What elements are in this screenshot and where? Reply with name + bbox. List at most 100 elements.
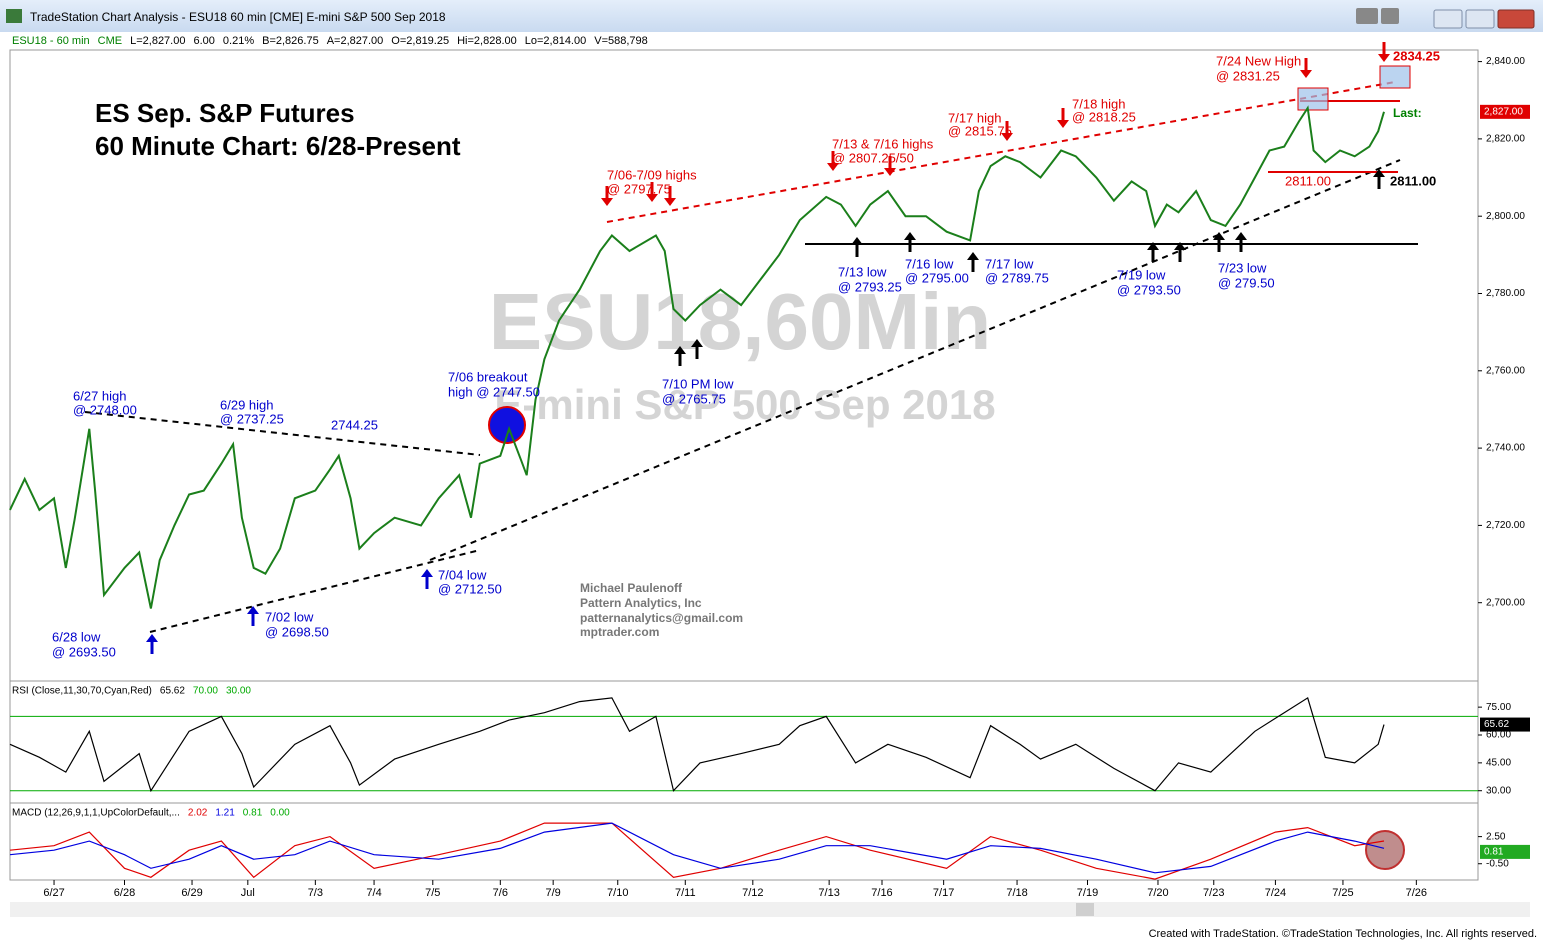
annotation: 7/02 low	[265, 609, 314, 624]
annotation: @ 279.50	[1218, 275, 1275, 290]
arrow-head	[247, 606, 259, 614]
footer: Created with TradeStation. ©TradeStation…	[1149, 928, 1537, 940]
series-line	[9, 105, 1385, 609]
legend-entry: MACD (12,26,9,1,1,UpColorDefault,...	[12, 808, 180, 819]
annotation-arrow	[664, 186, 676, 206]
info-field: B=2,826.75	[262, 35, 319, 47]
annotation: 7/13 low	[838, 264, 887, 279]
info-field: O=2,819.25	[391, 35, 449, 47]
annotation-arrow	[421, 569, 433, 589]
info-field: V=588,798	[594, 35, 648, 47]
annotation: @ 2737.25	[220, 411, 284, 426]
legend-entry: 70.00	[193, 686, 218, 697]
minimize-button[interactable]	[1433, 9, 1463, 29]
x-tick-label: 7/9	[546, 887, 561, 899]
highlight-box	[1379, 65, 1411, 89]
arrow-head	[146, 634, 158, 642]
x-tick-label: 7/4	[366, 887, 381, 899]
annotation: @ 2789.75	[985, 270, 1049, 285]
drawing-tools	[84, 65, 1418, 870]
annotation-arrow	[827, 151, 839, 171]
annotation: mptrader.com	[580, 625, 659, 639]
annotation: 7/23 low	[1218, 260, 1267, 275]
trendline	[429, 159, 1401, 561]
annotation-arrow	[601, 186, 613, 206]
y-tick-label: 75.00	[1486, 702, 1511, 713]
close-button[interactable]	[1497, 9, 1535, 29]
annotation: high @ 2747.50	[448, 384, 540, 399]
annotation: @ 2793.50	[1117, 282, 1181, 297]
legend-entry: 0.81	[243, 808, 263, 819]
annotation: 7/17 high	[948, 110, 1002, 125]
maximize-button[interactable]	[1465, 9, 1495, 29]
scrollbar-thumb[interactable]	[1076, 903, 1094, 916]
annotation-arrow	[1300, 58, 1312, 78]
x-tick-label: 7/13	[818, 887, 839, 899]
x-tick-label: 7/5	[425, 887, 440, 899]
annotation: 7/18 high	[1072, 96, 1126, 111]
toolbar-button[interactable]	[1356, 8, 1378, 24]
watermark: ESU18,60Min	[489, 277, 991, 366]
annotation-arrow	[1213, 232, 1225, 252]
annotation: 7/24 New High	[1216, 53, 1301, 68]
scrollbar[interactable]	[10, 902, 1530, 917]
annotation: Michael Paulenoff	[580, 581, 683, 595]
series-line	[9, 822, 1385, 874]
annotation-arrow	[146, 634, 158, 654]
annotation: @ 2748.00	[73, 402, 137, 417]
annotation: 7/16 low	[905, 256, 954, 271]
arrow-head	[646, 194, 658, 202]
annotation-arrow	[247, 606, 259, 626]
watermark: E-mini S&P 500 Sep 2018	[494, 381, 995, 428]
annotation: @ 2795.00	[905, 270, 969, 285]
info-field: 0.21%	[223, 35, 254, 47]
info-field: Hi=2,828.00	[457, 35, 517, 47]
window-title: TradeStation Chart Analysis - ESU18 60 m…	[30, 10, 446, 24]
x-tick-label: 7/20	[1147, 887, 1168, 899]
annotation-arrow	[691, 339, 703, 359]
last-value-box	[1480, 717, 1530, 732]
arrow-head	[1174, 242, 1186, 250]
legend-entry: RSI (Close,11,30,70,Cyan,Red)	[12, 686, 152, 697]
annotation: 7/06-7/09 highs	[607, 167, 697, 182]
annotation: 2744.25	[331, 417, 378, 432]
x-tick-label: 7/25	[1332, 887, 1353, 899]
annotation: 7/04 low	[438, 567, 487, 582]
x-tick-label: 7/16	[871, 887, 892, 899]
arrow-head	[1235, 232, 1247, 240]
x-tick-label: Jul	[241, 887, 255, 899]
annotation-arrow	[674, 346, 686, 366]
arrow-head	[1378, 54, 1390, 62]
annotation: 2834.25	[1393, 48, 1440, 63]
legend-entry: 65.62	[160, 686, 185, 697]
annotation: @ 2807.25/50	[832, 150, 914, 165]
highlight-box	[1297, 87, 1329, 111]
annotation: Last:	[1393, 106, 1422, 120]
plot-frame	[9, 49, 1479, 881]
annotation-arrow	[1235, 232, 1247, 252]
y-tick-label: 30.00	[1486, 785, 1511, 796]
info-field: ESU18 - 60 min	[12, 35, 90, 47]
info-field: CME	[98, 35, 122, 47]
annotation-arrow	[1147, 242, 1159, 262]
toolbar-button[interactable]	[1381, 8, 1399, 24]
arrow-head	[827, 163, 839, 171]
annotation: patternanalytics@gmail.com	[580, 611, 743, 625]
app-icon	[6, 9, 22, 23]
series-line	[9, 822, 1385, 880]
arrow-head	[967, 252, 979, 260]
x-tick-label: 6/28	[114, 887, 135, 899]
x-tick-label: 7/26	[1406, 887, 1427, 899]
annotation-arrow	[904, 232, 916, 252]
arrow-head	[1373, 169, 1385, 177]
x-tick-label: 6/27	[43, 887, 64, 899]
x-tick-label: 7/18	[1006, 887, 1027, 899]
last-value-box	[1480, 844, 1530, 859]
annotation: 7/06 breakout	[448, 369, 528, 384]
annotation-arrow	[967, 252, 979, 272]
title-bar	[0, 0, 1543, 32]
annotation: 2811.00	[1285, 173, 1331, 188]
x-tick-label: 7/10	[607, 887, 628, 899]
annotation-arrow	[1001, 121, 1013, 141]
trendline	[606, 81, 1396, 223]
